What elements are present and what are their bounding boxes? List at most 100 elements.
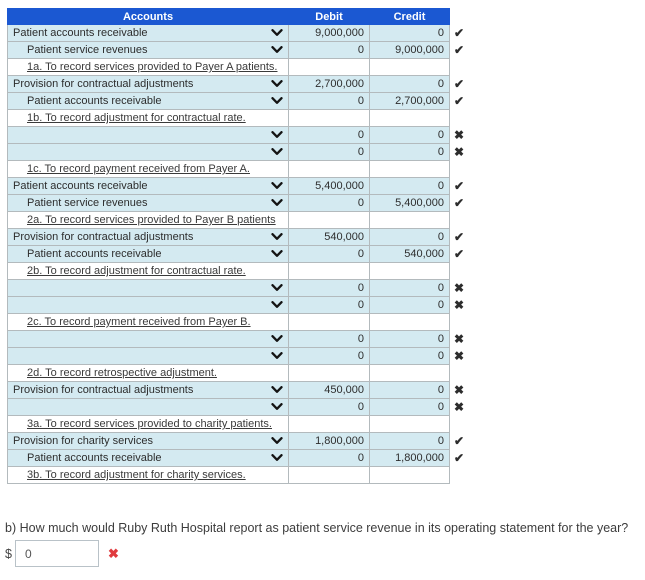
chevron-down-icon[interactable] [271,233,283,241]
credit-amount-cell[interactable]: 0 [369,432,450,450]
memo-text: 3b. To record adjustment for charity ser… [27,469,246,481]
debit-amount-cell[interactable]: 0 [288,126,370,144]
credit-amount-cell[interactable]: 0 [369,75,450,93]
account-dropdown[interactable]: Patient accounts receivable [7,92,289,110]
chevron-down-icon[interactable] [271,199,283,207]
mark-empty-cell [449,58,468,76]
credit-amount-cell[interactable]: 0 [369,347,450,365]
account-dropdown[interactable] [7,126,289,144]
debit-amount-cell[interactable]: 0 [288,330,370,348]
account-dropdown[interactable] [7,143,289,161]
account-dropdown[interactable]: Patient accounts receivable [7,24,289,42]
account-dropdown[interactable] [7,279,289,297]
chevron-down-icon[interactable] [271,29,283,37]
credit-amount-cell[interactable]: 2,700,000 [369,92,450,110]
credit-amount-cell[interactable]: 9,000,000 [369,41,450,59]
chevron-down-icon[interactable] [271,182,283,190]
debit-amount-cell[interactable]: 5,400,000 [288,177,370,195]
credit-amount-cell[interactable]: 0 [369,398,450,416]
debit-amount-cell[interactable]: 0 [288,92,370,110]
credit-amount-cell[interactable]: 0 [369,126,450,144]
memo-text: 1c. To record payment received from Paye… [27,163,250,175]
account-dropdown[interactable]: Provision for contractual adjustments [7,75,289,93]
account-dropdown[interactable]: Patient accounts receivable [7,449,289,467]
chevron-down-icon[interactable] [271,386,283,394]
chevron-down-icon[interactable] [271,437,283,445]
account-name-label: Patient accounts receivable [13,27,148,39]
debit-amount-cell[interactable]: 1,800,000 [288,432,370,450]
memo-row: 1b. To record adjustment for contractual… [7,109,468,127]
credit-amount-cell[interactable]: 1,800,000 [369,449,450,467]
account-dropdown[interactable] [7,330,289,348]
chevron-down-icon[interactable] [271,148,283,156]
memo-text: 2a. To record services provided to Payer… [27,214,276,226]
chevron-down-icon[interactable] [271,335,283,343]
account-dropdown[interactable]: Patient accounts receivable [7,177,289,195]
account-dropdown[interactable]: Patient service revenues [7,41,289,59]
debit-amount-cell[interactable]: 0 [288,449,370,467]
chevron-down-icon[interactable] [271,97,283,105]
chevron-down-icon[interactable] [271,301,283,309]
debit-amount-cell[interactable]: 0 [288,296,370,314]
account-dropdown[interactable]: Provision for contractual adjustments [7,228,289,246]
debit-amount-cell[interactable]: 0 [288,347,370,365]
credit-amount-cell[interactable]: 0 [369,330,450,348]
credit-amount-cell[interactable]: 0 [369,177,450,195]
credit-amount-cell[interactable]: 0 [369,296,450,314]
chevron-down-icon[interactable] [271,284,283,292]
credit-amount-cell[interactable]: 5,400,000 [369,194,450,212]
credit-amount-cell[interactable]: 0 [369,143,450,161]
account-dropdown[interactable]: Provision for charity services [7,432,289,450]
result-mark-icon: ✔ [449,177,468,195]
result-mark-icon: ✔ [449,432,468,450]
memo-row: 2d. To record retrospective adjustment. [7,364,468,382]
account-dropdown[interactable]: Patient accounts receivable [7,245,289,263]
credit-amount-cell[interactable]: 540,000 [369,245,450,263]
debit-amount-cell[interactable]: 540,000 [288,228,370,246]
journal-entry-row: Patient accounts receivable 0 2,700,000 … [7,92,468,110]
debit-amount-cell[interactable]: 0 [288,194,370,212]
credit-amount-cell[interactable]: 0 [369,381,450,399]
debit-amount-cell[interactable]: 0 [288,245,370,263]
account-dropdown[interactable] [7,347,289,365]
journal-entry-row: Patient accounts receivable 0 540,000 ✔ [7,245,468,263]
journal-entry-row: Patient service revenues 0 9,000,000 ✔ [7,41,468,59]
chevron-down-icon[interactable] [271,80,283,88]
table-header-row: Accounts Debit Credit [7,8,468,25]
credit-amount-cell[interactable]: 0 [369,24,450,42]
answer-input[interactable] [14,540,99,567]
debit-amount-cell[interactable]: 2,700,000 [288,75,370,93]
memo-row: 2c. To record payment received from Paye… [7,313,468,331]
result-mark-icon: ✔ [449,75,468,93]
credit-empty-cell [369,415,450,433]
chevron-down-icon[interactable] [271,352,283,360]
memo-row: 1a. To record services provided to Payer… [7,58,468,76]
account-dropdown[interactable] [7,296,289,314]
debit-empty-cell [288,160,370,178]
chevron-down-icon[interactable] [271,250,283,258]
mark-column-header [449,8,468,25]
debit-amount-cell[interactable]: 0 [288,398,370,416]
result-mark-icon: ✖ [449,126,468,144]
memo-cell: 1b. To record adjustment for contractual… [7,109,289,127]
credit-amount-cell[interactable]: 0 [369,228,450,246]
account-dropdown[interactable]: Patient service revenues [7,194,289,212]
result-mark-icon: ✔ [449,24,468,42]
account-dropdown[interactable]: Provision for contractual adjustments [7,381,289,399]
debit-amount-cell[interactable]: 9,000,000 [288,24,370,42]
debit-amount-cell[interactable]: 0 [288,41,370,59]
chevron-down-icon[interactable] [271,131,283,139]
chevron-down-icon[interactable] [271,46,283,54]
memo-row: 2a. To record services provided to Payer… [7,211,468,229]
chevron-down-icon[interactable] [271,454,283,462]
journal-entry-row: Patient accounts receivable 5,400,000 0 … [7,177,468,195]
answer-row: $ ✖ [5,540,119,567]
debit-amount-cell[interactable]: 0 [288,143,370,161]
debit-amount-cell[interactable]: 0 [288,279,370,297]
account-dropdown[interactable] [7,398,289,416]
mark-empty-cell [449,364,468,382]
memo-text: 2b. To record adjustment for contractual… [27,265,246,277]
chevron-down-icon[interactable] [271,403,283,411]
debit-amount-cell[interactable]: 450,000 [288,381,370,399]
credit-amount-cell[interactable]: 0 [369,279,450,297]
